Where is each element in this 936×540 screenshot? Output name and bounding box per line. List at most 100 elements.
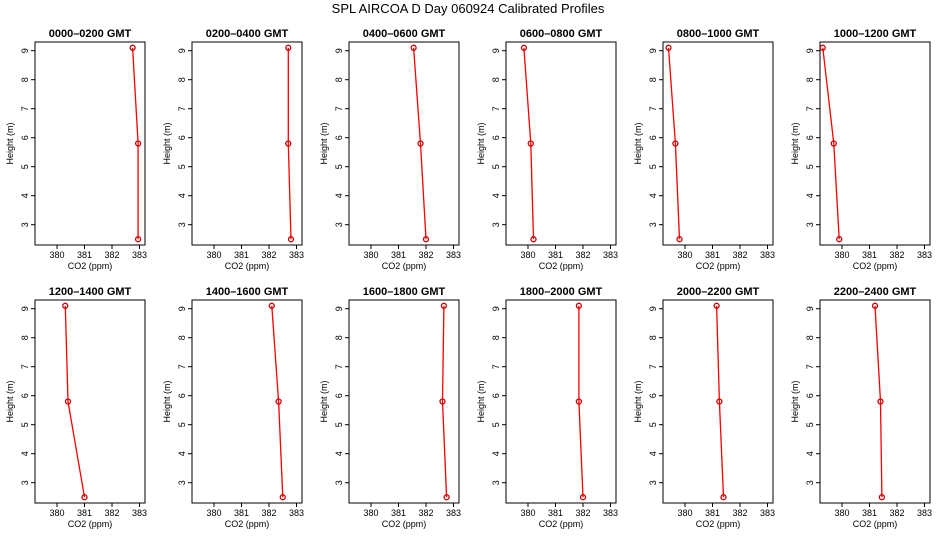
x-tick-label: 383 <box>289 508 304 518</box>
x-tick-label: 381 <box>77 250 92 260</box>
x-axis-label: CO2 (ppm) <box>382 261 427 271</box>
y-tick-label: 7 <box>20 364 30 369</box>
panel-title: 0000–0200 GMT <box>49 28 132 40</box>
y-tick-label: 5 <box>648 164 658 169</box>
panel-title: 2200–2400 GMT <box>834 286 917 298</box>
data-point <box>287 236 295 243</box>
profile-panel: 1200–1400 GMT 380 381 382 383 3 4 5 6 7 8 9 CO2 (ppm… <box>5 286 147 529</box>
y-tick-label: 4 <box>491 193 501 198</box>
y-axis-label: Height (m) <box>319 122 329 164</box>
y-tick-label: 7 <box>805 106 815 111</box>
x-tick-label: 382 <box>418 250 433 260</box>
y-tick-label: 6 <box>177 135 187 140</box>
y-tick-label: 5 <box>805 164 815 169</box>
y-tick-label: 9 <box>177 48 187 53</box>
x-tick-label: 382 <box>732 508 747 518</box>
data-point <box>575 398 583 405</box>
plot-frame <box>191 299 303 504</box>
x-tick-label: 380 <box>520 250 535 260</box>
y-tick-label: 3 <box>648 222 658 227</box>
y-tick-label: 6 <box>805 135 815 140</box>
y-tick-label: 8 <box>648 335 658 340</box>
x-tick-label: 383 <box>446 250 461 260</box>
plot-frame <box>505 299 617 504</box>
data-point <box>417 140 424 147</box>
x-tick-label: 380 <box>206 250 221 260</box>
data-point <box>877 398 884 405</box>
y-tick-label: 6 <box>491 393 501 398</box>
profile-line <box>287 47 292 240</box>
y-tick-label: 3 <box>334 222 344 227</box>
y-tick-label: 4 <box>177 451 187 456</box>
x-tick-label: 381 <box>548 250 563 260</box>
x-tick-label: 380 <box>834 508 849 518</box>
x-tick-label: 380 <box>677 508 692 518</box>
y-tick-label: 3 <box>805 222 815 227</box>
y-axis-label: Height (m) <box>5 380 15 422</box>
y-tick-label: 6 <box>648 393 658 398</box>
x-tick-label: 380 <box>834 250 849 260</box>
y-tick-label: 9 <box>334 306 344 311</box>
data-point <box>62 302 69 309</box>
profile-panel: 1800–2000 GMT 380 381 382 383 3 4 5 6 7 8 9 CO2 (ppm… <box>476 286 618 529</box>
x-axis-label: CO2 (ppm) <box>68 261 113 271</box>
x-tick-label: 383 <box>603 508 618 518</box>
data-point <box>275 398 282 405</box>
data-point <box>716 398 723 405</box>
y-axis-label: Height (m) <box>476 122 486 164</box>
y-tick-label: 6 <box>177 393 187 398</box>
profile-line <box>715 305 725 498</box>
panel-title: 1200–1400 GMT <box>49 286 132 298</box>
y-tick-label: 8 <box>20 77 30 82</box>
x-tick-label: 380 <box>49 508 64 518</box>
y-axis-label: Height (m) <box>476 380 486 422</box>
y-tick-label: 7 <box>805 364 815 369</box>
data-point <box>64 398 72 405</box>
y-tick-label: 8 <box>805 335 815 340</box>
y-tick-label: 9 <box>648 48 658 53</box>
panel-title: 1800–2000 GMT <box>520 286 603 298</box>
profile-panel: 0200–0400 GMT 380 381 382 383 3 4 5 6 7 8 9 CO2 (ppm… <box>162 28 304 271</box>
profile-panel: 2200–2400 GMT 380 381 382 383 3 4 5 6 7 8 9 CO2 (ppm… <box>790 286 932 529</box>
y-tick-label: 8 <box>648 77 658 82</box>
y-tick-label: 8 <box>491 335 501 340</box>
y-tick-label: 5 <box>20 422 30 427</box>
data-point <box>134 140 142 147</box>
y-tick-label: 9 <box>491 48 501 53</box>
x-tick-label: 380 <box>206 508 221 518</box>
x-tick-label: 381 <box>862 250 877 260</box>
data-point <box>129 44 136 51</box>
y-tick-label: 3 <box>177 222 187 227</box>
plot-frame <box>819 41 931 246</box>
y-tick-label: 7 <box>334 364 344 369</box>
x-tick-label: 382 <box>889 250 904 260</box>
y-tick-label: 5 <box>491 422 501 427</box>
profile-line <box>523 47 535 240</box>
y-tick-label: 4 <box>334 451 344 456</box>
x-tick-label: 382 <box>261 250 276 260</box>
x-tick-label: 382 <box>889 508 904 518</box>
y-tick-label: 7 <box>491 106 501 111</box>
x-tick-label: 380 <box>520 508 535 518</box>
data-point <box>443 494 450 501</box>
x-tick-label: 380 <box>49 250 64 260</box>
profile-line <box>822 47 840 240</box>
y-tick-label: 4 <box>20 451 30 456</box>
x-tick-label: 382 <box>261 508 276 518</box>
data-point <box>279 494 286 501</box>
y-tick-label: 4 <box>20 193 30 198</box>
figure-title: SPL AIRCOA D Day 060924 Calibrated Profi… <box>332 1 605 16</box>
data-point <box>285 44 292 51</box>
profile-panel: 0600–0800 GMT 380 381 382 383 3 4 5 6 7 8 9 CO2 (ppm… <box>476 28 618 271</box>
plot-frame <box>348 299 460 504</box>
profile-panel: 0800–1000 GMT 380 381 382 383 3 4 5 6 7 8 9 CO2 (ppm… <box>633 28 775 271</box>
y-tick-label: 5 <box>334 164 344 169</box>
x-tick-label: 381 <box>234 250 249 260</box>
x-axis-label: CO2 (ppm) <box>68 519 113 529</box>
data-point <box>720 494 727 501</box>
x-axis-label: CO2 (ppm) <box>853 519 898 529</box>
x-axis-label: CO2 (ppm) <box>225 519 270 529</box>
plot-frame <box>34 41 146 246</box>
data-point <box>819 44 826 51</box>
